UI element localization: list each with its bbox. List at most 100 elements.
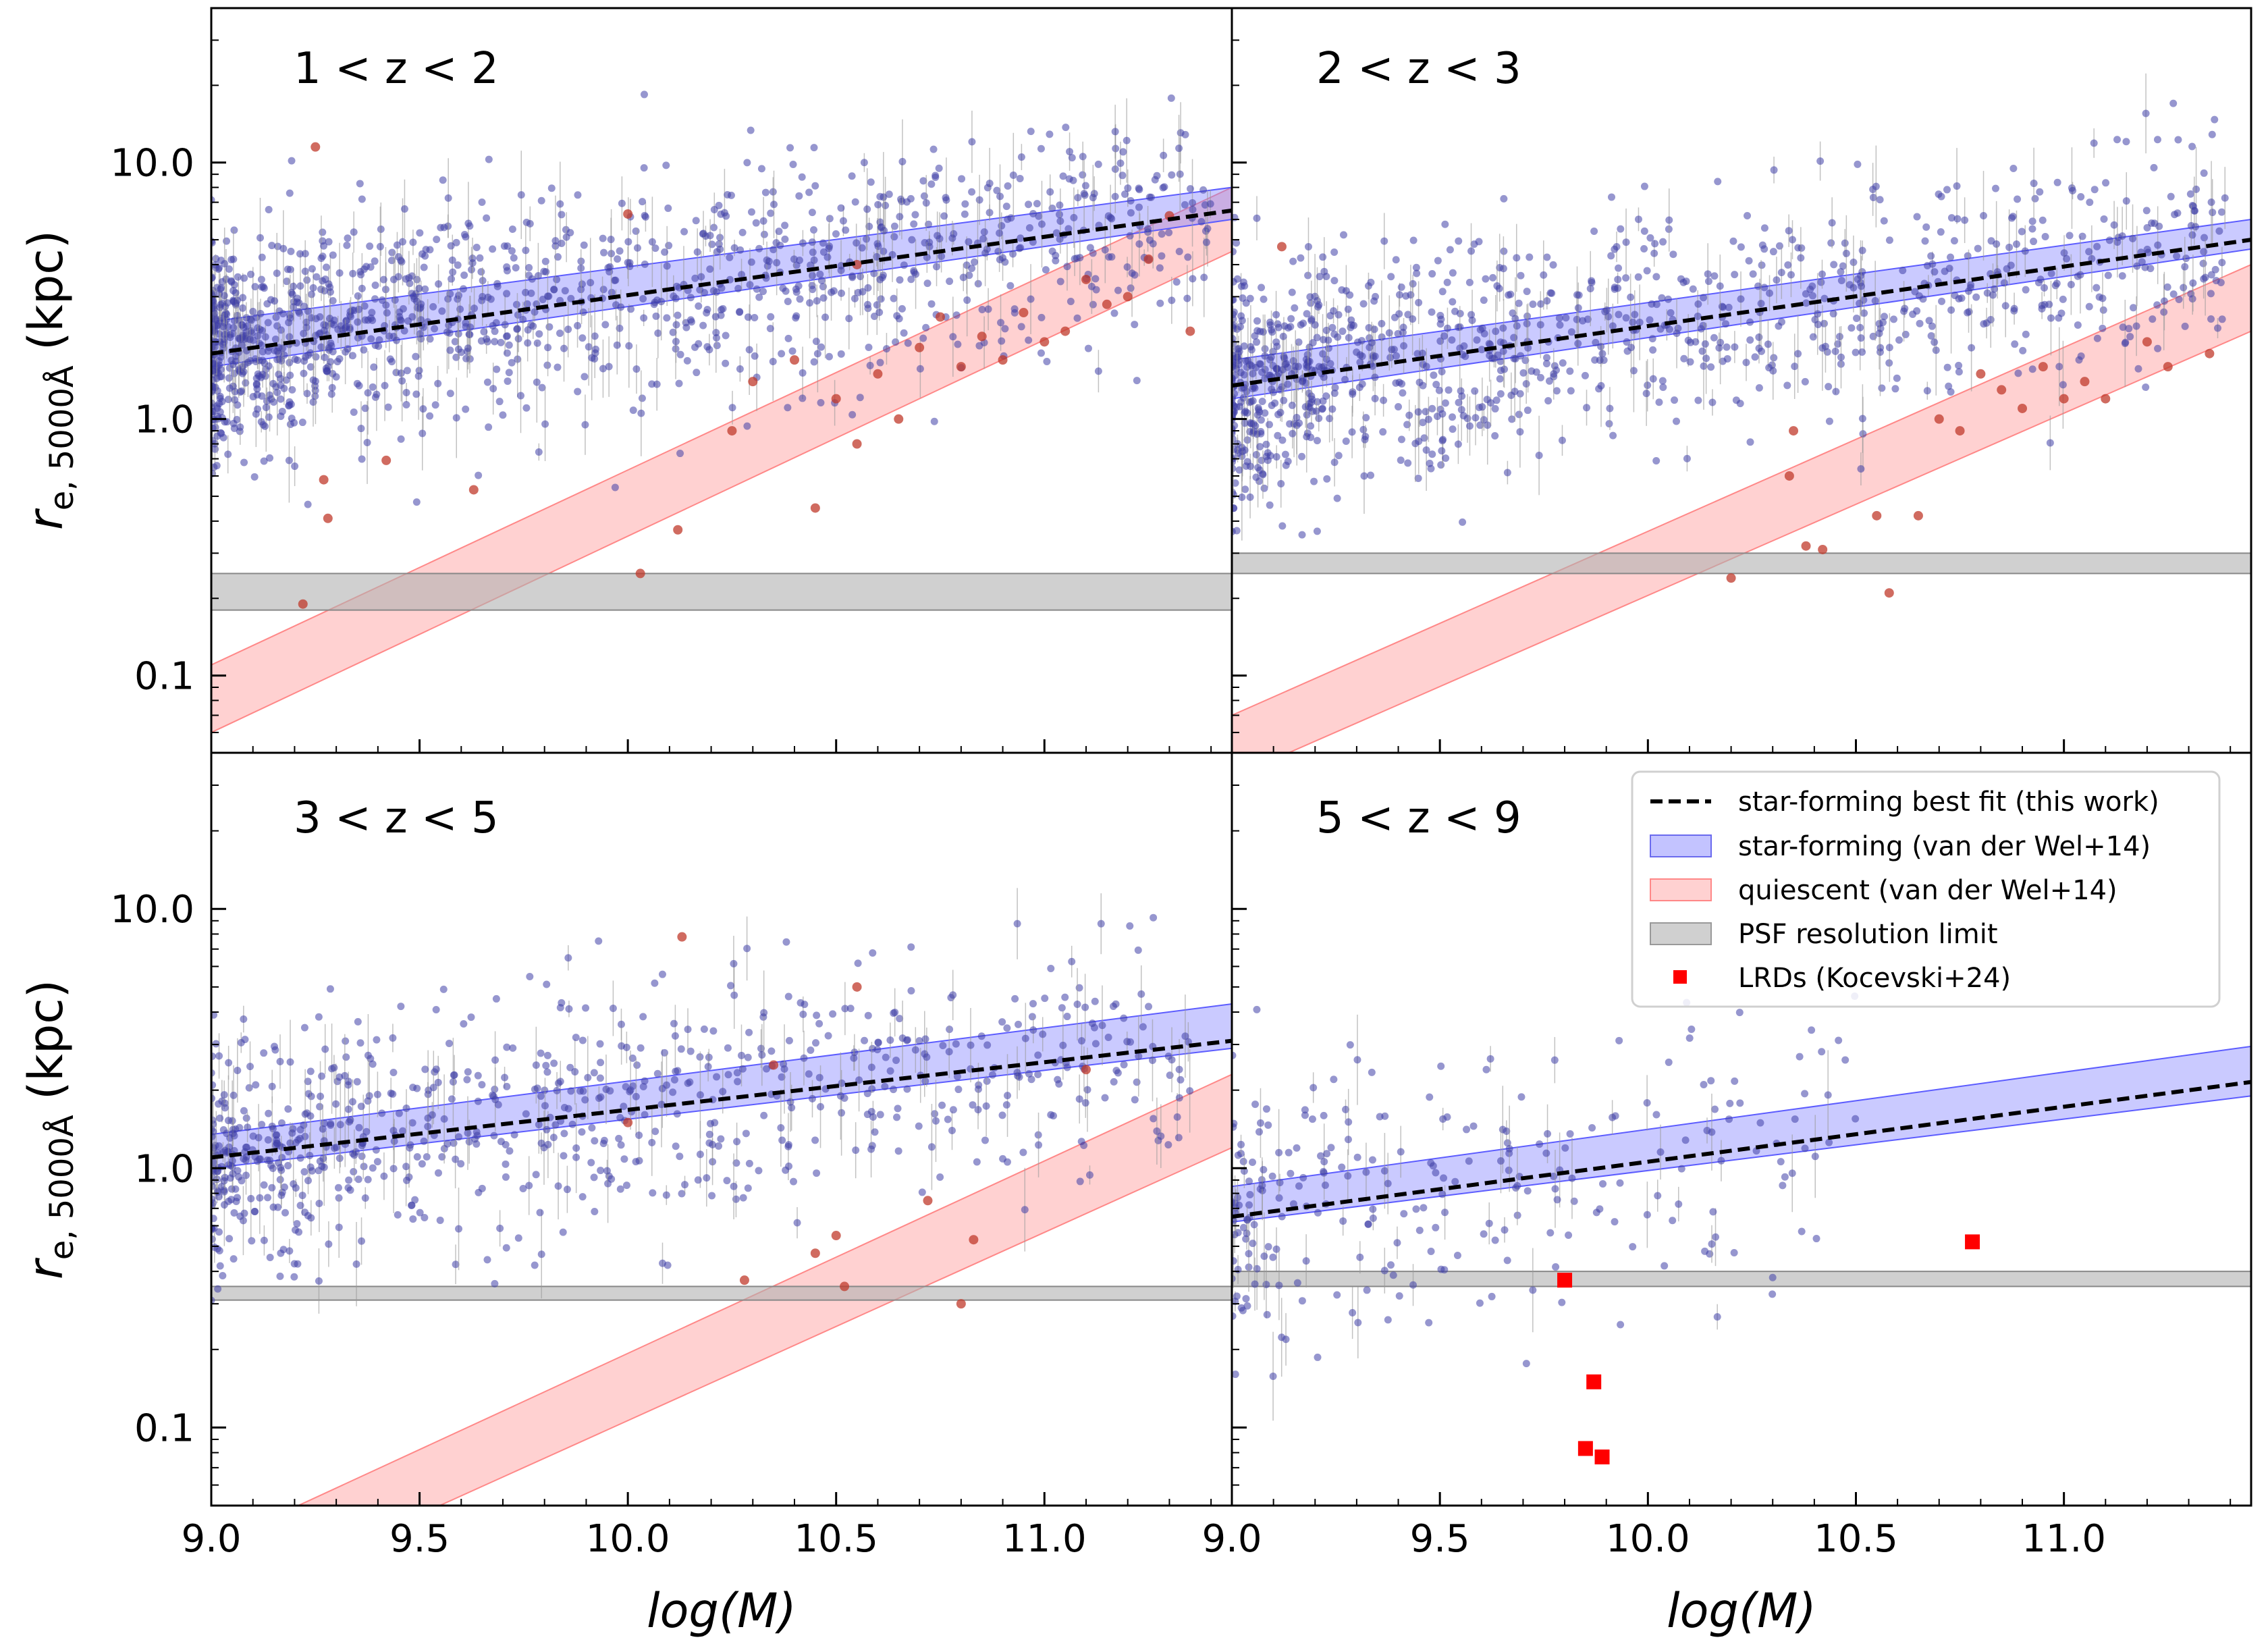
sf-point: [614, 255, 622, 263]
sf-point: [1241, 485, 1249, 494]
sf-point: [1617, 225, 1625, 233]
sf-point: [1323, 1150, 1331, 1158]
y-tick-label: 10.0: [110, 142, 194, 186]
sf-point: [1234, 1265, 1242, 1273]
sf-point: [318, 1162, 326, 1170]
sf-point: [255, 372, 263, 380]
sf-point: [753, 285, 761, 293]
sf-point: [1089, 249, 1097, 257]
sf-point: [263, 1156, 271, 1164]
sf-point: [1232, 1217, 1237, 1225]
sf-point: [259, 348, 267, 356]
sf-point: [1232, 335, 1237, 343]
sf-point: [632, 365, 641, 373]
sf-point: [1622, 274, 1630, 282]
sf-point: [1256, 1119, 1264, 1127]
sf-point: [892, 1056, 900, 1064]
sf-point: [2047, 314, 2055, 322]
sf-point: [739, 1194, 747, 1202]
sf-point: [1047, 1111, 1055, 1119]
sf-point: [211, 424, 217, 432]
sf-point: [961, 210, 969, 218]
sf-point: [517, 191, 525, 199]
sf-point: [506, 1147, 514, 1155]
sf-point: [276, 1272, 284, 1280]
sf-point: [252, 380, 261, 388]
sf-point: [890, 294, 898, 302]
sf-point: [863, 300, 871, 309]
sf-point: [578, 280, 586, 288]
sf-point: [730, 991, 738, 999]
sf-point: [607, 236, 615, 244]
legend-sf-swatch: [1650, 834, 1712, 857]
sf-point: [938, 1101, 946, 1109]
sf-point: [1298, 1297, 1306, 1305]
sf-point: [306, 1067, 315, 1076]
sf-point: [686, 294, 695, 302]
sf-point: [930, 417, 938, 425]
sf-point: [1028, 1013, 1036, 1021]
sf-point: [1529, 300, 1537, 309]
sf-point: [1841, 1056, 1850, 1064]
sf-point: [1232, 504, 1238, 512]
sf-point: [743, 945, 751, 953]
sf-point: [1455, 237, 1463, 245]
sf-point: [336, 1121, 344, 1129]
sf-point: [1825, 417, 1833, 425]
sf-point: [554, 1182, 562, 1190]
sf-point: [327, 339, 335, 347]
sf-point: [653, 296, 661, 304]
sf-point: [1835, 333, 1843, 341]
sf-point: [1245, 1177, 1253, 1186]
sf-point: [1755, 384, 1763, 392]
sf-point: [1472, 414, 1480, 422]
sf-point: [863, 1090, 871, 1098]
sf-point: [1422, 408, 1430, 416]
sf-point: [1713, 1312, 1721, 1321]
sf-point: [1482, 275, 1490, 283]
sf-point: [537, 1139, 545, 1147]
quiescent-point: [1955, 426, 1965, 436]
sf-point: [912, 270, 920, 278]
sf-point: [1808, 282, 1816, 290]
sf-point: [880, 193, 888, 201]
sf-point: [1974, 244, 1982, 253]
sf-point: [1150, 1115, 1158, 1123]
sf-point: [710, 223, 718, 232]
sf-point: [1535, 452, 1543, 460]
sf-point: [389, 1068, 398, 1076]
sf-point: [1700, 362, 1708, 370]
sf-point: [1658, 377, 1667, 385]
sf-point: [672, 1142, 680, 1150]
sf-point: [264, 319, 272, 327]
sf-point: [1614, 275, 1622, 284]
sf-point: [279, 310, 287, 318]
sf-point: [327, 1119, 335, 1127]
sf-point: [1686, 358, 1694, 366]
sf-point: [449, 268, 457, 276]
sf-point: [1361, 435, 1369, 444]
sf-point: [927, 180, 936, 188]
sf-point: [1412, 1205, 1420, 1213]
sf-point: [494, 1100, 502, 1109]
sf-point: [389, 1165, 398, 1173]
sf-point: [1737, 243, 1745, 251]
sf-point: [1757, 300, 1765, 308]
sf-point: [732, 1159, 740, 1167]
sf-point: [1334, 311, 1343, 319]
sf-point: [813, 297, 821, 305]
sf-point: [319, 277, 327, 285]
sf-point: [1704, 277, 1712, 286]
sf-point: [1802, 299, 1810, 307]
sf-point: [211, 309, 219, 317]
sf-point: [587, 279, 595, 287]
sf-point: [1249, 420, 1258, 428]
sf-point: [1820, 294, 1829, 302]
sf-point: [307, 1092, 315, 1100]
sf-point: [1123, 1038, 1131, 1046]
sf-point: [940, 212, 948, 220]
sf-point: [707, 1119, 715, 1127]
sf-point: [734, 284, 742, 292]
sf-point: [1356, 359, 1364, 367]
sf-point: [1519, 369, 1528, 377]
